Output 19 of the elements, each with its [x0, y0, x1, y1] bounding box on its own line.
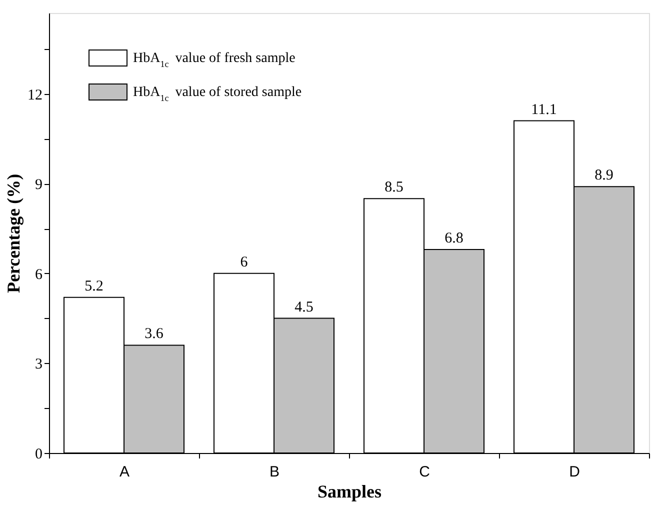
x-tick-label: B [269, 464, 280, 480]
x-tick-label: A [119, 464, 130, 480]
x-tick-label: C [419, 464, 430, 480]
data-label: 11.1 [531, 102, 557, 118]
y-axis-title: Percentage (%) [4, 174, 24, 294]
x-axis-title: Samples [317, 482, 382, 502]
data-label: 8.5 [384, 180, 404, 196]
y-tick-label: 0 [35, 446, 42, 462]
data-label: 8.9 [594, 168, 614, 184]
y-tick-label: 3 [35, 356, 42, 373]
data-label: 3.6 [144, 326, 164, 342]
data-label: 5.2 [84, 278, 104, 294]
y-tick-label: 9 [35, 177, 42, 194]
x-tick-label: D [569, 464, 580, 480]
data-label: 6 [240, 254, 248, 270]
data-label: 6.8 [444, 230, 464, 246]
data-label: 4.5 [294, 299, 314, 316]
y-tick-label: 12 [28, 87, 42, 104]
y-tick-label: 6 [35, 266, 43, 283]
